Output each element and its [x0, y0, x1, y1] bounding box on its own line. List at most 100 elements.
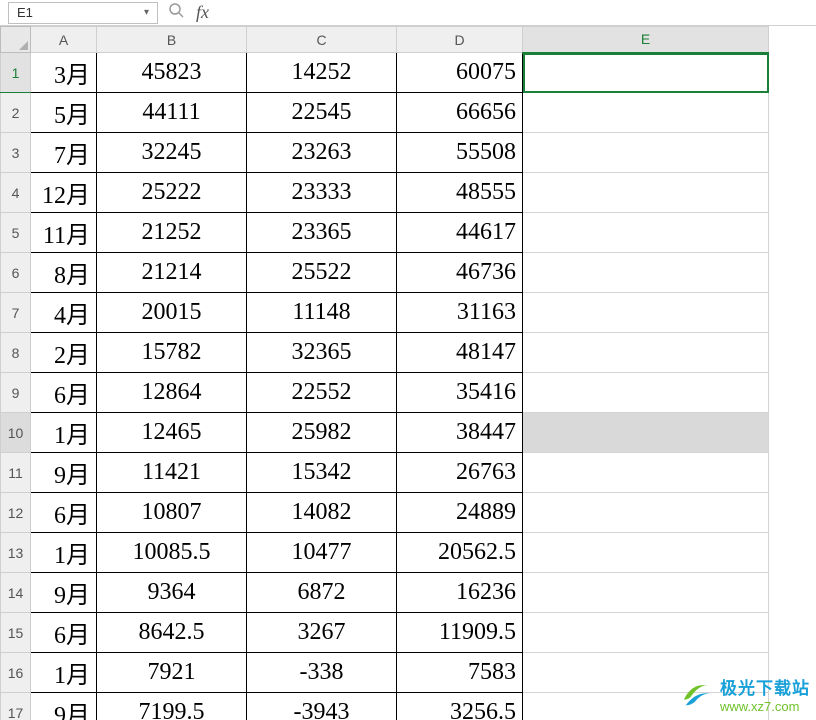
cell-B1[interactable]: 45823: [97, 53, 247, 93]
row-header[interactable]: 3: [1, 133, 31, 173]
cell-D8[interactable]: 48147: [397, 333, 523, 373]
cell-C17[interactable]: -3943: [247, 693, 397, 720]
cell-C7[interactable]: 11148: [247, 293, 397, 333]
row-header[interactable]: 2: [1, 93, 31, 133]
row-header[interactable]: 8: [1, 333, 31, 373]
cell-A8[interactable]: 2月: [31, 333, 97, 373]
cell-C5[interactable]: 23365: [247, 213, 397, 253]
cell-C15[interactable]: 3267: [247, 613, 397, 653]
cell-D10[interactable]: 38447: [397, 413, 523, 453]
cell-D7[interactable]: 31163: [397, 293, 523, 333]
cell-B16[interactable]: 7921: [97, 653, 247, 693]
cell-D12[interactable]: 24889: [397, 493, 523, 533]
cell-A12[interactable]: 6月: [31, 493, 97, 533]
row-header[interactable]: 12: [1, 493, 31, 533]
cell-B14[interactable]: 9364: [97, 573, 247, 613]
cell-D14[interactable]: 16236: [397, 573, 523, 613]
cell-E11[interactable]: [523, 453, 769, 493]
cell-C12[interactable]: 14082: [247, 493, 397, 533]
cell-D11[interactable]: 26763: [397, 453, 523, 493]
cell-E6[interactable]: [523, 253, 769, 293]
cell-E7[interactable]: [523, 293, 769, 333]
cell-A17[interactable]: 9月: [31, 693, 97, 720]
cell-A13[interactable]: 1月: [31, 533, 97, 573]
row-header[interactable]: 4: [1, 173, 31, 213]
cell-A4[interactable]: 12月: [31, 173, 97, 213]
cell-A3[interactable]: 7月: [31, 133, 97, 173]
cell-A7[interactable]: 4月: [31, 293, 97, 333]
cell-D4[interactable]: 48555: [397, 173, 523, 213]
cell-E2[interactable]: [523, 93, 769, 133]
cell-C16[interactable]: -338: [247, 653, 397, 693]
cell-C8[interactable]: 32365: [247, 333, 397, 373]
cell-B8[interactable]: 15782: [97, 333, 247, 373]
cell-C10[interactable]: 25982: [247, 413, 397, 453]
cell-A9[interactable]: 6月: [31, 373, 97, 413]
chevron-down-icon[interactable]: ▾: [144, 7, 149, 18]
cell-E13[interactable]: [523, 533, 769, 573]
cell-A14[interactable]: 9月: [31, 573, 97, 613]
name-box[interactable]: E1 ▾: [8, 2, 158, 24]
cell-A1[interactable]: 3月: [31, 53, 97, 93]
cell-A6[interactable]: 8月: [31, 253, 97, 293]
row-header[interactable]: 10: [1, 413, 31, 453]
cell-C14[interactable]: 6872: [247, 573, 397, 613]
cell-D6[interactable]: 46736: [397, 253, 523, 293]
cell-D1[interactable]: 60075: [397, 53, 523, 93]
cell-C11[interactable]: 15342: [247, 453, 397, 493]
cell-B11[interactable]: 11421: [97, 453, 247, 493]
cell-A10[interactable]: 1月: [31, 413, 97, 453]
row-header[interactable]: 14: [1, 573, 31, 613]
cell-B12[interactable]: 10807: [97, 493, 247, 533]
cell-D13[interactable]: 20562.5: [397, 533, 523, 573]
cell-E4[interactable]: [523, 173, 769, 213]
cell-C6[interactable]: 25522: [247, 253, 397, 293]
cell-A11[interactable]: 9月: [31, 453, 97, 493]
row-header[interactable]: 11: [1, 453, 31, 493]
row-header[interactable]: 1: [1, 53, 31, 93]
row-header[interactable]: 9: [1, 373, 31, 413]
cell-C3[interactable]: 23263: [247, 133, 397, 173]
cell-E5[interactable]: [523, 213, 769, 253]
col-header-A[interactable]: A: [31, 27, 97, 53]
cell-C2[interactable]: 22545: [247, 93, 397, 133]
cell-B3[interactable]: 32245: [97, 133, 247, 173]
fx-icon[interactable]: fx: [196, 2, 209, 23]
row-header[interactable]: 7: [1, 293, 31, 333]
cell-C1[interactable]: 14252: [247, 53, 397, 93]
cell-C9[interactable]: 22552: [247, 373, 397, 413]
cell-B10[interactable]: 12465: [97, 413, 247, 453]
select-all-corner[interactable]: [1, 27, 31, 53]
cell-B15[interactable]: 8642.5: [97, 613, 247, 653]
cell-B7[interactable]: 20015: [97, 293, 247, 333]
col-header-D[interactable]: D: [397, 27, 523, 53]
col-header-B[interactable]: B: [97, 27, 247, 53]
cell-D16[interactable]: 7583: [397, 653, 523, 693]
cell-E15[interactable]: [523, 613, 769, 653]
cell-D3[interactable]: 55508: [397, 133, 523, 173]
col-header-C[interactable]: C: [247, 27, 397, 53]
row-header[interactable]: 6: [1, 253, 31, 293]
cell-D5[interactable]: 44617: [397, 213, 523, 253]
cell-A2[interactable]: 5月: [31, 93, 97, 133]
row-header[interactable]: 13: [1, 533, 31, 573]
cell-C13[interactable]: 10477: [247, 533, 397, 573]
row-header[interactable]: 16: [1, 653, 31, 693]
cell-A15[interactable]: 6月: [31, 613, 97, 653]
cell-B13[interactable]: 10085.5: [97, 533, 247, 573]
row-header[interactable]: 17: [1, 693, 31, 720]
cell-D9[interactable]: 35416: [397, 373, 523, 413]
row-header[interactable]: 15: [1, 613, 31, 653]
cell-D15[interactable]: 11909.5: [397, 613, 523, 653]
cell-E1[interactable]: [523, 53, 769, 93]
cell-E10[interactable]: [523, 413, 769, 453]
cell-B6[interactable]: 21214: [97, 253, 247, 293]
cell-A5[interactable]: 11月: [31, 213, 97, 253]
cell-E14[interactable]: [523, 573, 769, 613]
cell-E9[interactable]: [523, 373, 769, 413]
col-header-E[interactable]: E: [523, 27, 769, 53]
cell-B9[interactable]: 12864: [97, 373, 247, 413]
cell-E12[interactable]: [523, 493, 769, 533]
cell-E8[interactable]: [523, 333, 769, 373]
cell-B17[interactable]: 7199.5: [97, 693, 247, 720]
